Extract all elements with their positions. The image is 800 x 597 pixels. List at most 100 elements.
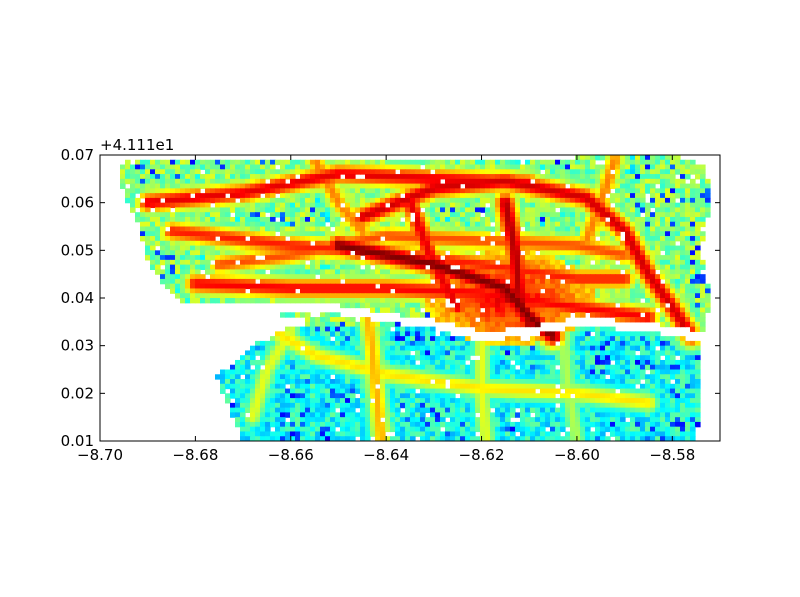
heatmap-cell: [235, 231, 241, 237]
heatmap-cell: [460, 159, 466, 166]
heatmap-cell: [270, 402, 276, 409]
heatmap-cell: [315, 278, 321, 285]
heatmap-cell: [270, 264, 276, 270]
heatmap-cell: [600, 178, 606, 185]
heatmap-cell: [355, 193, 361, 199]
heatmap-cell: [240, 398, 246, 404]
heatmap-cell: [190, 250, 196, 256]
heatmap-cell: [610, 216, 616, 223]
heatmap-cell: [330, 388, 336, 394]
heatmap-cell: [660, 155, 666, 161]
heatmap-cell: [460, 264, 466, 270]
heatmap-cell: [680, 193, 686, 199]
heatmap-cell: [205, 231, 211, 237]
heatmap-cell: [315, 331, 321, 337]
heatmap-cell: [535, 259, 541, 266]
heatmap-cell: [230, 255, 236, 261]
heatmap-cell: [645, 355, 651, 361]
heatmap-cell: [240, 383, 246, 390]
heatmap-cell: [570, 183, 576, 189]
heatmap-cell: [535, 269, 541, 275]
heatmap-cell: [385, 216, 391, 223]
heatmap-cell: [685, 398, 691, 404]
heatmap-cell: [405, 164, 411, 170]
heatmap-cell: [680, 317, 686, 323]
heatmap-cell: [180, 169, 186, 175]
heatmap-cell: [465, 364, 471, 371]
heatmap-cell: [305, 340, 311, 347]
heatmap-cell: [265, 216, 271, 223]
heatmap-cell: [470, 402, 476, 409]
heatmap-cell: [680, 388, 686, 394]
heatmap-cell: [665, 393, 671, 399]
heatmap-cell: [175, 197, 181, 204]
heatmap-cell: [435, 169, 441, 175]
heatmap-cell: [295, 240, 301, 247]
heatmap-cell: [150, 221, 156, 228]
heatmap-cell: [165, 202, 171, 209]
heatmap-cell: [275, 288, 281, 294]
heatmap-cell: [365, 336, 371, 342]
heatmap-cell: [295, 402, 301, 409]
heatmap-cell: [345, 298, 351, 304]
heatmap-cell: [310, 174, 316, 180]
heatmap-cell: [500, 159, 506, 166]
heatmap-cell: [555, 169, 561, 175]
heatmap-cell: [605, 155, 611, 161]
heatmap-cell: [170, 236, 176, 242]
heatmap-cell: [445, 259, 451, 266]
heatmap-cell: [500, 193, 506, 199]
heatmap-cell: [460, 383, 466, 390]
heatmap-cell: [485, 178, 491, 185]
heatmap-cell: [320, 340, 326, 347]
heatmap-cell: [220, 250, 226, 256]
heatmap-cell: [470, 193, 476, 199]
heatmap-cell: [355, 202, 361, 209]
heatmap-cell: [260, 359, 266, 366]
heatmap-cell: [495, 221, 501, 228]
heatmap-cell: [555, 259, 561, 266]
heatmap-cell: [275, 274, 281, 280]
heatmap-cell: [350, 207, 356, 213]
heatmap-cell: [275, 240, 281, 247]
heatmap-cell: [280, 202, 286, 209]
heatmap-cell: [505, 169, 511, 175]
heatmap-cell: [500, 164, 506, 170]
heatmap-cell: [310, 178, 316, 185]
heatmap-cell: [535, 255, 541, 261]
heatmap-cell: [395, 255, 401, 261]
heatmap-cell: [590, 155, 596, 161]
heatmap-cell: [380, 369, 386, 375]
heatmap-cell: [435, 259, 441, 266]
heatmap-cell: [565, 312, 571, 318]
heatmap-cell: [540, 350, 546, 356]
heatmap-cell: [535, 359, 541, 366]
heatmap-cell: [530, 307, 536, 313]
heatmap-cell: [615, 221, 621, 228]
heatmap-cell: [215, 250, 221, 256]
heatmap-cell: [465, 226, 471, 232]
heatmap-cell: [680, 164, 686, 170]
heatmap-cell: [425, 326, 431, 332]
heatmap-cell: [205, 255, 211, 261]
heatmap-cell: [345, 259, 351, 266]
heatmap-cell: [570, 240, 576, 247]
heatmap-cell: [625, 293, 631, 299]
heatmap-cell: [215, 259, 221, 266]
heatmap-cell: [695, 393, 701, 399]
heatmap-cell: [365, 355, 371, 361]
heatmap-cell: [480, 278, 486, 285]
heatmap-cell: [690, 197, 696, 204]
heatmap-cell: [135, 159, 141, 166]
heatmap-cell: [380, 212, 386, 218]
heatmap-cell: [375, 278, 381, 285]
heatmap-cell: [565, 255, 571, 261]
heatmap-cell: [340, 321, 346, 328]
heatmap-cell: [310, 350, 316, 356]
heatmap-cell: [320, 240, 326, 247]
heatmap-cell: [650, 312, 656, 318]
heatmap-cell: [485, 288, 491, 294]
heatmap-cell: [285, 379, 291, 385]
heatmap-cell: [375, 236, 381, 242]
heatmap-cell: [490, 388, 496, 394]
